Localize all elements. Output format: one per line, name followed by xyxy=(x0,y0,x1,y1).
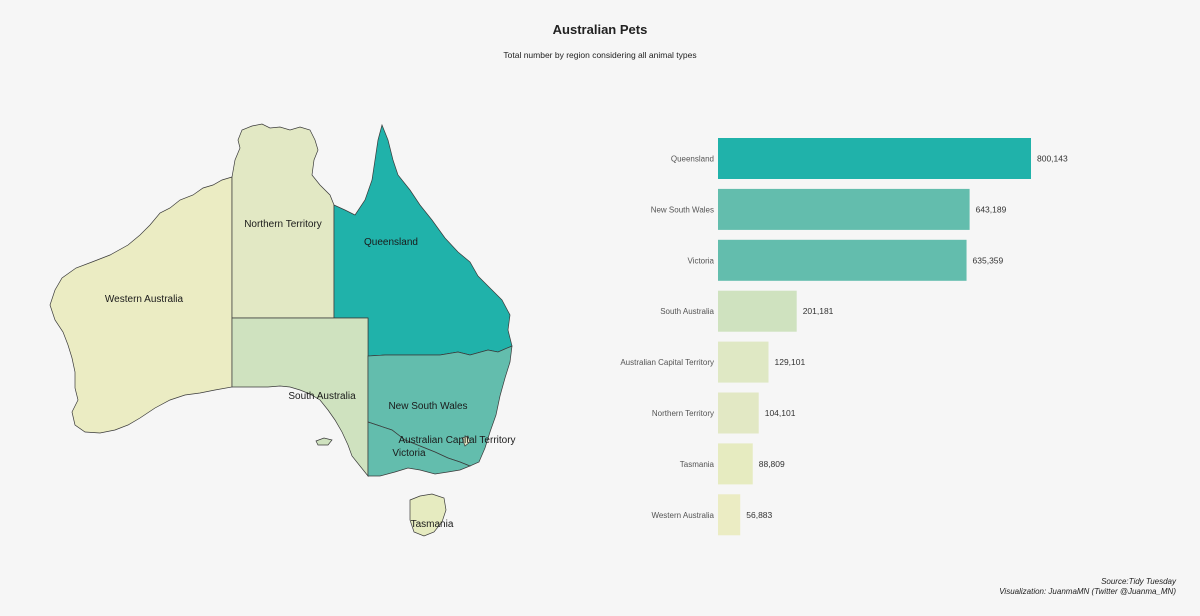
caption-credit: Visualization: JuanmaMN (Twitter @Juanma… xyxy=(999,587,1176,596)
category-label-australian-capital-territory: Australian Capital Territory xyxy=(620,358,714,367)
bar-australian-capital-territory xyxy=(718,341,769,383)
australia-map xyxy=(49,123,513,537)
region-tasmania xyxy=(409,493,447,537)
map-label-western-australia: Western Australia xyxy=(105,294,184,305)
bar-northern-territory xyxy=(718,392,759,434)
category-label-northern-territory: Northern Territory xyxy=(652,409,714,418)
bar-chart: Queensland 800,143 New South Wales 643,189 V… xyxy=(620,138,1068,536)
bar-south-australia xyxy=(718,290,797,332)
bar-queensland xyxy=(718,138,1031,179)
category-label-victoria: Victoria xyxy=(687,256,714,265)
caption: Source:Tidy Tuesday Visualization: Juanm… xyxy=(999,577,1176,597)
map-label-south-australia: South Australia xyxy=(288,391,356,402)
map-labels: Western Australia Northern Territory Que… xyxy=(105,219,516,530)
region-south-australia xyxy=(231,317,369,477)
map-label-victoria: Victoria xyxy=(392,448,426,459)
value-label-australian-capital-territory: 129,101 xyxy=(775,357,806,367)
value-label-western-australia: 56,883 xyxy=(746,510,772,520)
bar-western-australia xyxy=(718,494,741,536)
map-label-queensland: Queensland xyxy=(364,237,418,248)
map-label-new-south-wales: New South Wales xyxy=(388,401,467,412)
value-label-south-australia: 201,181 xyxy=(803,306,834,316)
category-label-tasmania: Tasmania xyxy=(680,460,715,469)
value-label-new-south-wales: 643,189 xyxy=(976,204,1007,214)
category-label-south-australia: South Australia xyxy=(660,307,714,316)
category-label-new-south-wales: New South Wales xyxy=(651,205,714,214)
value-label-tasmania: 88,809 xyxy=(759,459,785,469)
caption-source: Source:Tidy Tuesday xyxy=(1101,577,1176,586)
map-label-act: Australian Capital Territory xyxy=(398,435,515,446)
value-label-victoria: 635,359 xyxy=(973,255,1004,265)
category-label-queensland: Queensland xyxy=(671,155,714,164)
map-label-tasmania: Tasmania xyxy=(411,519,454,530)
region-victoria xyxy=(367,421,471,477)
region-western-australia xyxy=(49,176,233,434)
value-label-northern-territory: 104,101 xyxy=(765,408,796,418)
bar-tasmania xyxy=(718,443,753,485)
value-label-queensland: 800,143 xyxy=(1037,154,1068,164)
region-northern-territory xyxy=(231,123,335,319)
chart-title: Australian Pets xyxy=(552,22,648,37)
bar-new-south-wales xyxy=(718,188,970,230)
category-label-western-australia: Western Australia xyxy=(651,511,714,520)
bar-victoria xyxy=(718,239,967,281)
chart-subtitle: Total number by region considering all a… xyxy=(503,50,697,60)
map-label-northern-territory: Northern Territory xyxy=(244,219,322,230)
region-act xyxy=(461,435,471,447)
region-kangaroo-island xyxy=(315,437,333,446)
